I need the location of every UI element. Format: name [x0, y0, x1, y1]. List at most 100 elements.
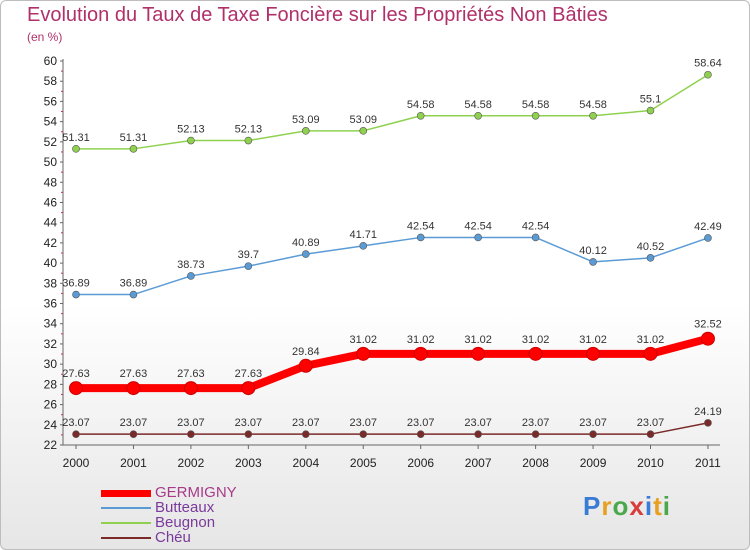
x-tick-label: 2005: [350, 456, 377, 470]
data-label: 55.1: [640, 94, 661, 106]
legend-swatch: [101, 537, 151, 540]
y-tick-label: 32: [44, 337, 58, 351]
data-label: 31.02: [349, 334, 377, 346]
data-point: [187, 136, 195, 145]
x-tick-label: 2000: [63, 456, 90, 470]
data-label: 27.63: [235, 368, 263, 380]
y-tick-label: 26: [44, 398, 58, 412]
y-tick-label: 38: [44, 276, 58, 290]
data-label: 23.07: [120, 417, 148, 429]
data-point: [700, 331, 715, 346]
data-label: 42.54: [407, 220, 435, 232]
data-label: 53.09: [292, 114, 320, 126]
data-point: [646, 430, 655, 438]
data-point: [301, 250, 310, 258]
data-point: [356, 346, 371, 361]
logo-letter: x: [629, 491, 645, 521]
data-label: 38.73: [177, 259, 205, 271]
data-label: 27.63: [62, 368, 90, 380]
data-label: 42.49: [694, 221, 722, 233]
y-tick-label: 46: [44, 195, 58, 209]
data-point: [298, 358, 313, 373]
chart-title: Evolution du Taux de Taxe Foncière sur l…: [27, 4, 608, 26]
data-point: [416, 111, 425, 120]
data-label: 52.13: [177, 124, 205, 136]
data-point: [244, 262, 253, 270]
data-label: 58.64: [694, 58, 722, 70]
data-point: [474, 430, 482, 438]
y-tick-label: 30: [44, 357, 58, 371]
y-tick-label: 50: [44, 155, 58, 169]
legend-swatch: [101, 507, 151, 510]
data-label: 52.13: [235, 124, 263, 136]
data-point: [471, 346, 486, 361]
y-tick-label: 22: [44, 438, 58, 452]
x-tick-label: 2007: [465, 456, 492, 470]
data-point: [704, 70, 712, 79]
data-point: [586, 346, 601, 361]
data-label: 40.52: [637, 241, 665, 253]
data-point: [646, 106, 655, 115]
data-point: [129, 145, 138, 153]
x-tick-label: 2011: [695, 456, 721, 470]
series-line-germigny: [76, 334, 709, 393]
data-label: 27.63: [177, 368, 205, 380]
logo-letter: o: [612, 491, 630, 521]
legend-item-beugnon: Beugnon: [101, 515, 237, 530]
data-label: 27.63: [120, 368, 148, 380]
data-label: 23.07: [407, 417, 435, 429]
data-point: [244, 430, 253, 438]
legend: GERMIGNY Butteaux Beugnon Chéu: [101, 485, 237, 545]
data-point: [126, 381, 141, 396]
data-point: [244, 136, 253, 145]
series-line-chéu: [76, 422, 709, 435]
legend-item-butteaux: Butteaux: [101, 500, 237, 515]
data-label: 31.02: [464, 334, 492, 346]
data-point: [187, 272, 195, 280]
data-label: 31.02: [407, 334, 435, 346]
data-label: 40.12: [579, 245, 607, 257]
legend-label: GERMIGNY: [155, 484, 237, 501]
data-point: [359, 127, 368, 135]
y-tick-label: 24: [44, 418, 58, 432]
data-point: [183, 381, 198, 396]
data-point: [589, 111, 597, 120]
data-point: [589, 258, 597, 266]
legend-item-germigny: GERMIGNY: [101, 485, 237, 500]
series-line-butteaux: [76, 236, 709, 296]
y-tick-label: 42: [44, 236, 58, 250]
data-label: 54.58: [522, 99, 550, 111]
data-label: 24.19: [694, 406, 722, 418]
data-label: 54.58: [579, 99, 607, 111]
y-tick-label: 56: [44, 94, 58, 108]
y-tick-label: 60: [44, 54, 58, 68]
x-tick-label: 2006: [407, 456, 434, 470]
data-point: [704, 419, 712, 427]
logo-letter: P: [583, 491, 602, 521]
data-point: [531, 111, 540, 120]
y-tick-label: 48: [44, 175, 58, 189]
data-label: 40.89: [292, 237, 320, 249]
data-label: 36.89: [62, 278, 90, 290]
data-label: 23.07: [62, 417, 90, 429]
data-point: [359, 242, 368, 250]
data-label: 23.07: [637, 417, 665, 429]
x-tick-label: 2010: [637, 456, 664, 470]
x-tick-label: 2003: [235, 456, 262, 470]
data-label: 32.52: [694, 319, 722, 331]
y-tick-label: 36: [44, 297, 58, 311]
legend-label: Beugnon: [155, 514, 216, 531]
data-label: 51.31: [62, 132, 90, 144]
data-label: 23.07: [349, 417, 377, 429]
data-label: 23.07: [235, 417, 263, 429]
data-label: 23.07: [464, 417, 492, 429]
data-point: [69, 381, 83, 396]
chart-subtitle: (en %): [27, 30, 63, 44]
x-tick-label: 2001: [120, 456, 147, 470]
logo-letter: r: [601, 491, 613, 521]
y-tick-label: 40: [44, 256, 58, 270]
legend-item-chéu: Chéu: [101, 530, 237, 545]
legend-swatch: [101, 522, 151, 525]
